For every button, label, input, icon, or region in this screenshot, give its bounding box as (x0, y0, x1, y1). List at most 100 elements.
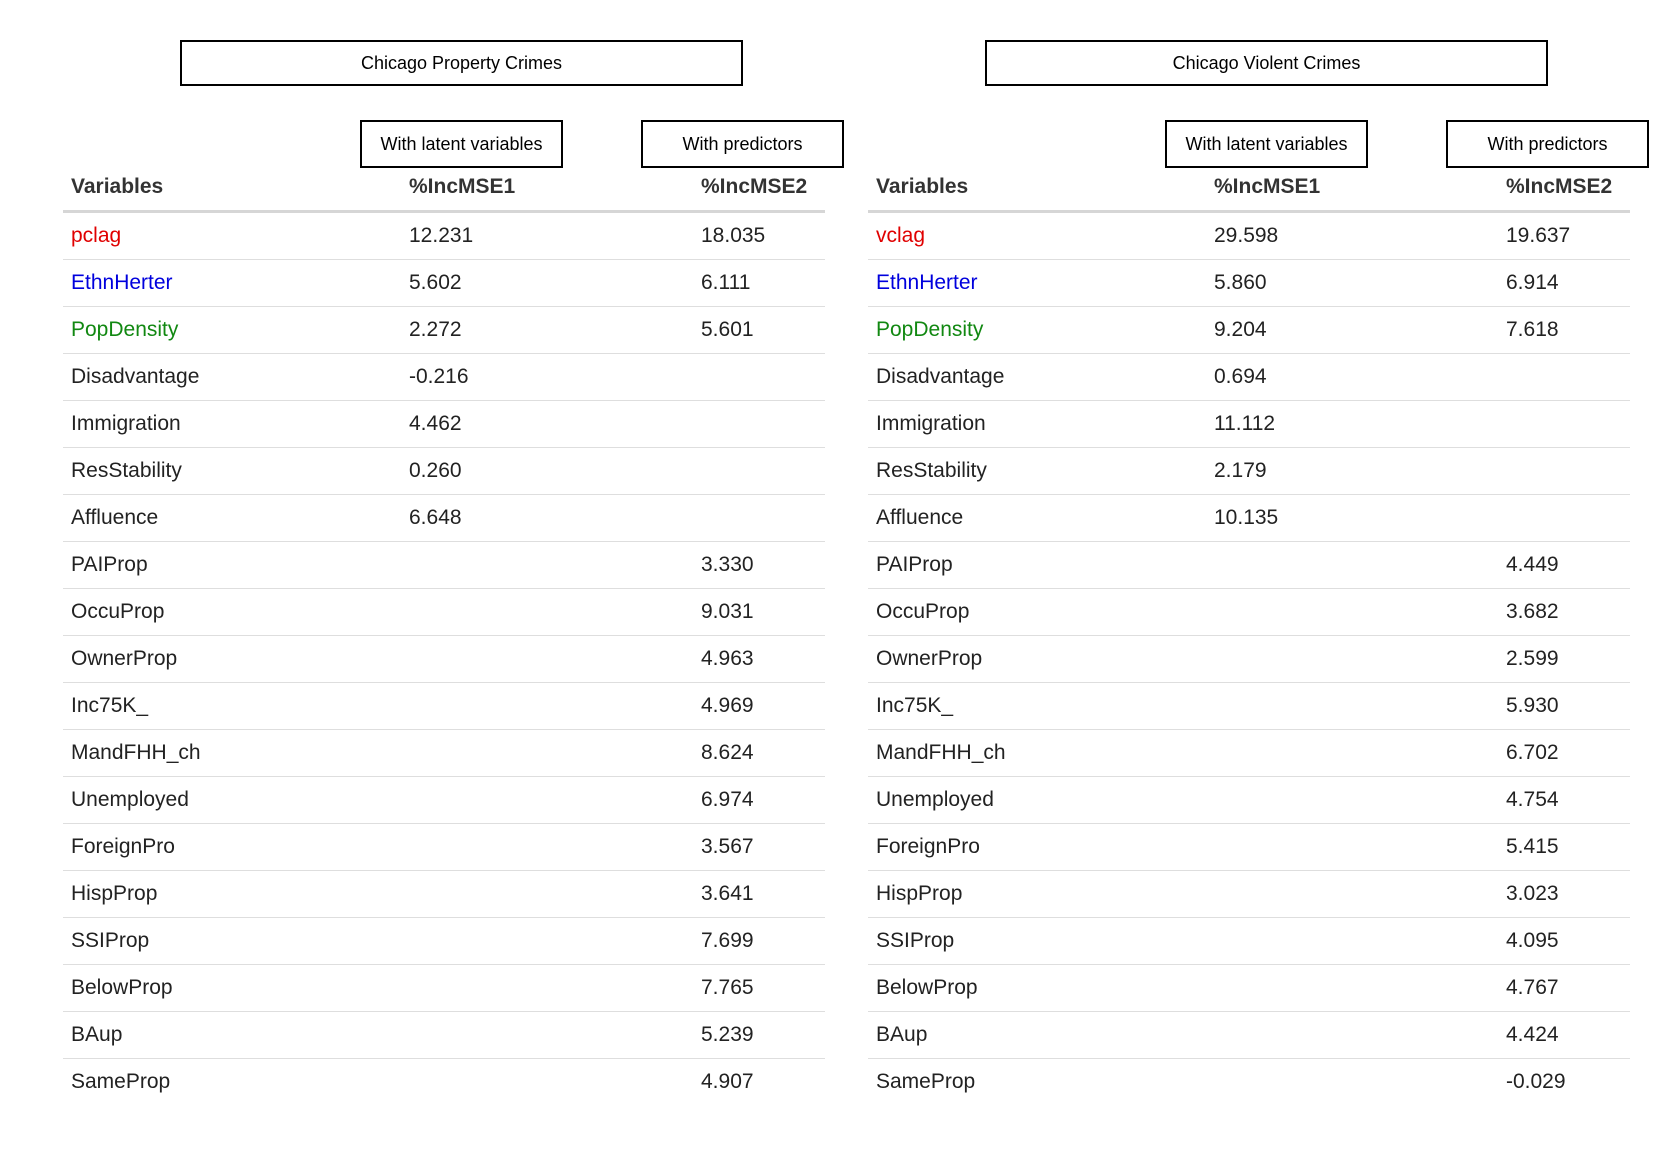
variable-cell: Inc75K_ (63, 682, 401, 730)
panel-title: Chicago Property Crimes (180, 40, 743, 86)
incmse2-cell: 4.754 (1498, 776, 1630, 824)
table-row: Inc75K_ 4.969 (63, 682, 825, 730)
variable-cell: EthnHerter (63, 259, 401, 307)
variable-cell: pclag (63, 211, 401, 260)
incmse1-cell (1206, 917, 1498, 965)
variable-cell: Disadvantage (868, 353, 1206, 401)
incmse2-cell: 6.111 (693, 259, 825, 307)
incmse1-cell: 5.860 (1206, 259, 1498, 307)
incmse2-cell (1498, 494, 1630, 542)
incmse1-cell (1206, 682, 1498, 730)
violent-crimes-table: Variables %IncMSE1 %IncMSE2 vclag 29.598 1… (868, 164, 1630, 1105)
incmse2-cell (1498, 353, 1630, 401)
incmse1-cell (401, 682, 693, 730)
table-row: HispProp 3.641 (63, 870, 825, 918)
variable-cell: Unemployed (63, 776, 401, 824)
incmse1-cell (401, 635, 693, 683)
table-row: PAIProp 3.330 (63, 541, 825, 589)
incmse1-cell (1206, 541, 1498, 589)
incmse2-cell: 3.330 (693, 541, 825, 589)
predictors-label: With predictors (1446, 120, 1649, 168)
variable-cell: OwnerProp (63, 635, 401, 683)
variable-cell: Inc75K_ (868, 682, 1206, 730)
table-row: BelowProp 4.767 (868, 964, 1630, 1012)
incmse1-cell (1206, 964, 1498, 1012)
table-row: Inc75K_ 5.930 (868, 682, 1630, 730)
table-row: ForeignPro 3.567 (63, 823, 825, 871)
incmse2-cell: 4.907 (701, 1070, 754, 1093)
incmse2-cell: 4.424 (1498, 1011, 1630, 1059)
table-row: HispProp 3.023 (868, 870, 1630, 918)
variable-cell: Immigration (63, 400, 401, 448)
property-crimes-table: Variables %IncMSE1 %IncMSE2 pclag 12.231 1… (63, 164, 825, 1105)
variable-cell: SameProp (71, 1070, 171, 1093)
incmse1-cell (1206, 1011, 1498, 1059)
variable-cell: Affluence (63, 494, 401, 542)
incmse2-cell: 6.702 (1498, 729, 1630, 777)
table-body: vclag 29.598 19.637 EthnHerter 5.860 6.914 Pop… (868, 211, 1630, 1106)
incmse1-cell: 29.598 (1206, 211, 1498, 260)
incmse2-cell: 8.624 (693, 729, 825, 777)
variable-cell: BAup (868, 1011, 1206, 1059)
incmse2-cell: 4.095 (1498, 917, 1630, 965)
table-row: PopDensity 9.204 7.618 (868, 306, 1630, 354)
variable-cell: SSIProp (63, 917, 401, 965)
incmse1-cell: 11.112 (1206, 400, 1498, 448)
incmse1-cell (1206, 588, 1498, 636)
variable-cell: Unemployed (868, 776, 1206, 824)
incmse2-cell: 18.035 (693, 211, 825, 260)
table-row: MandFHH_ch 8.624 (63, 729, 825, 777)
variable-cell: BAup (63, 1011, 401, 1059)
incmse1-cell: 0.260 (401, 447, 693, 495)
incmse1-cell: 9.204 (1206, 306, 1498, 354)
incmse2-cell: 3.682 (1498, 588, 1630, 636)
latent-variables-label: With latent variables (1165, 120, 1368, 168)
incmse2-cell: 6.974 (693, 776, 825, 824)
variable-cell: Affluence (868, 494, 1206, 542)
incmse2-cell: 4.963 (693, 635, 825, 683)
table-row: ResStability 0.260 (63, 447, 825, 495)
header-variables: Variables (63, 164, 401, 213)
incmse1-cell: 5.602 (401, 259, 693, 307)
table-row: Disadvantage -0.216 (63, 353, 825, 401)
incmse2-cell: 5.239 (693, 1011, 825, 1059)
table-row: SameProp -0.029 (868, 1059, 1630, 1106)
table-row: vclag 29.598 19.637 (868, 211, 1630, 260)
variable-cell: OccuProp (868, 588, 1206, 636)
table-row: SSIProp 4.095 (868, 917, 1630, 965)
variable-cell: MandFHH_ch (63, 729, 401, 777)
table-row: EthnHerter 5.602 6.111 (63, 259, 825, 307)
incmse2-cell: 5.415 (1498, 823, 1630, 871)
incmse1-cell: -0.216 (401, 353, 693, 401)
table-row: OccuProp 3.682 (868, 588, 1630, 636)
incmse1-cell: 6.648 (401, 494, 693, 542)
table-row: Affluence 10.135 (868, 494, 1630, 542)
variable-cell: Immigration (868, 400, 1206, 448)
variable-cell: HispProp (63, 870, 401, 918)
incmse1-cell (1206, 823, 1498, 871)
table-row: PAIProp 4.449 (868, 541, 1630, 589)
table-row: EthnHerter 5.860 6.914 (868, 259, 1630, 307)
incmse2-cell: 19.637 (1498, 211, 1630, 260)
table-row: BAup 5.239 (63, 1011, 825, 1059)
incmse1-cell (1206, 635, 1498, 683)
incmse1-cell (1206, 776, 1498, 824)
incmse2-cell: 4.767 (1498, 964, 1630, 1012)
incmse2-cell: 2.599 (1498, 635, 1630, 683)
header-incmse2: %IncMSE2 (1498, 164, 1630, 213)
incmse1-cell: 2.272 (401, 306, 693, 354)
variable-cell: ResStability (63, 447, 401, 495)
incmse1-cell: 0.694 (1206, 353, 1498, 401)
incmse1-cell (1206, 870, 1498, 918)
panel-title: Chicago Violent Crimes (985, 40, 1548, 86)
header-incmse1: %IncMSE1 (401, 164, 693, 213)
incmse2-cell (693, 447, 825, 495)
incmse1-cell: 10.135 (1206, 494, 1498, 542)
variable-cell: OccuProp (63, 588, 401, 636)
predictors-label: With predictors (641, 120, 844, 168)
incmse1-cell (401, 1059, 693, 1106)
incmse1-cell: 2.179 (1206, 447, 1498, 495)
header-incmse2: %IncMSE2 (693, 164, 825, 213)
table-row: ResStability 2.179 (868, 447, 1630, 495)
table-body: pclag 12.231 18.035 EthnHerter 5.602 6.111 Pop… (63, 211, 825, 1106)
